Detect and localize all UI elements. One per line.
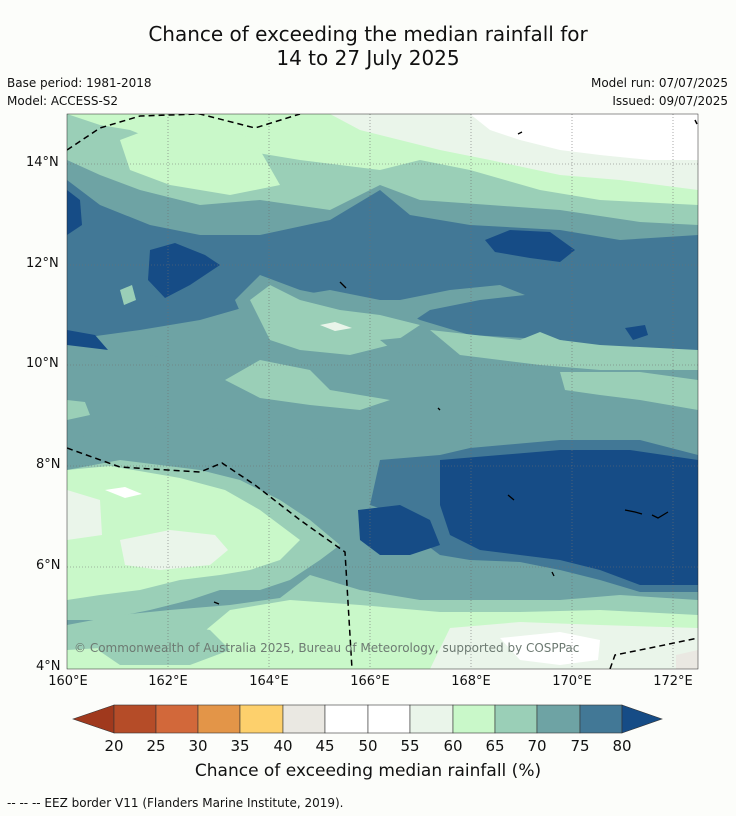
y-axis-label-10n: 10°N (26, 356, 59, 371)
x-axis-label-172e: 172°E (653, 674, 693, 689)
eez-border (67, 114, 698, 669)
map-frame (66, 113, 699, 670)
x-axis-label-170e: 170°E (552, 674, 592, 689)
colorbar-tick: 40 (273, 737, 293, 755)
colorbar-bin (409, 704, 454, 734)
base-period: Base period: 1981-2018 (7, 76, 152, 90)
x-axis-label-164e: 164°E (249, 674, 289, 689)
colorbar-tick: 80 (612, 737, 632, 755)
x-axis-label-162e: 162°E (148, 674, 188, 689)
colorbar-bin (197, 704, 241, 734)
colorbar-tick: 45 (315, 737, 335, 755)
colorbar-label: Chance of exceeding median rainfall (%) (194, 761, 542, 781)
colorbar-tick: 20 (104, 737, 124, 755)
colorbar-tick: 35 (230, 737, 250, 755)
x-axis-label-166e: 166°E (350, 674, 390, 689)
contour-fields (67, 114, 698, 669)
colorbar-arrow-low (72, 704, 115, 734)
copyright-notice: © Commonwealth of Australia 2025, Bureau… (74, 641, 580, 655)
colorbar-tick: 65 (485, 737, 505, 755)
title-line-1: Chance of exceeding the median rainfall … (148, 22, 588, 46)
colorbar-bin (282, 704, 326, 734)
colorbar-bin (579, 704, 623, 734)
colorbar-tick: 75 (570, 737, 590, 755)
colorbar-tick: 70 (527, 737, 547, 755)
y-axis-label-14n: 14°N (26, 155, 59, 170)
colorbar (72, 704, 663, 734)
x-axis-label-168e: 168°E (451, 674, 491, 689)
colorbar-bin (155, 704, 199, 734)
y-axis-label-6n: 6°N (36, 558, 61, 573)
colorbar-arrow-high (621, 704, 663, 734)
meta-right: Model run: 07/07/2025 Issued: 09/07/2025 (591, 74, 728, 110)
graticule (67, 114, 698, 669)
y-axis-label-8n: 8°N (36, 457, 61, 472)
model-name: Model: ACCESS-S2 (7, 94, 119, 108)
y-axis-label-4n: 4°N (36, 659, 61, 674)
x-axis-label-160e: 160°E (48, 674, 88, 689)
colorbar-bin (113, 704, 157, 734)
colorbar-tick: 25 (146, 737, 166, 755)
colorbar-tick: 50 (358, 737, 378, 755)
y-axis-label-12n: 12°N (26, 256, 59, 271)
issued-date: Issued: 09/07/2025 (612, 94, 728, 108)
colorbar-bin (239, 704, 284, 734)
colorbar-bin (324, 704, 369, 734)
map-title: Chance of exceeding the median rainfall … (0, 22, 736, 70)
colorbar-tick: 60 (443, 737, 463, 755)
colorbar-bin (452, 704, 496, 734)
islands (213, 131, 669, 605)
colorbar-bin (494, 704, 538, 734)
meta-left: Base period: 1981-2018 Model: ACCESS-S2 (7, 74, 152, 110)
title-line-2: 14 to 27 July 2025 (276, 46, 460, 70)
eez-legend-note: -- -- -- EEZ border V11 (Flanders Marine… (7, 796, 344, 810)
model-run: Model run: 07/07/2025 (590, 76, 728, 90)
colorbar-tick: 55 (400, 737, 420, 755)
colorbar-bin (367, 704, 411, 734)
colorbar-tick: 30 (188, 737, 208, 755)
colorbar-bin (536, 704, 581, 734)
